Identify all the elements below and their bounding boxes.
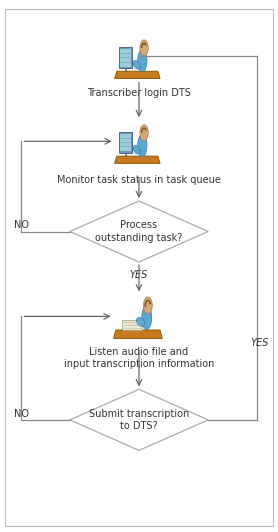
Text: Monitor task status in task queue: Monitor task status in task queue xyxy=(57,174,221,185)
Polygon shape xyxy=(115,156,160,163)
Text: YES: YES xyxy=(130,270,148,280)
FancyBboxPatch shape xyxy=(125,152,126,156)
Polygon shape xyxy=(115,71,160,79)
Polygon shape xyxy=(120,49,131,66)
Polygon shape xyxy=(120,134,131,152)
Ellipse shape xyxy=(138,49,147,72)
Polygon shape xyxy=(119,132,132,153)
Polygon shape xyxy=(70,201,208,262)
Polygon shape xyxy=(119,47,132,68)
Polygon shape xyxy=(70,389,208,451)
Text: Listen audio file and
input transcription information: Listen audio file and input transcriptio… xyxy=(64,347,214,369)
Polygon shape xyxy=(122,320,142,330)
Circle shape xyxy=(140,40,148,56)
Ellipse shape xyxy=(136,317,145,327)
Text: NO: NO xyxy=(14,409,29,419)
Circle shape xyxy=(140,124,148,141)
Ellipse shape xyxy=(133,61,140,69)
Text: Process
outstanding task?: Process outstanding task? xyxy=(95,220,183,243)
Ellipse shape xyxy=(142,306,152,329)
Text: Transcriber login DTS: Transcriber login DTS xyxy=(87,88,191,98)
Text: NO: NO xyxy=(14,220,29,230)
Circle shape xyxy=(143,297,152,314)
Ellipse shape xyxy=(138,135,147,156)
Text: YES: YES xyxy=(250,338,269,348)
FancyBboxPatch shape xyxy=(125,67,126,71)
Polygon shape xyxy=(113,330,162,338)
Ellipse shape xyxy=(133,145,140,154)
Text: Submit transcription
to DTS?: Submit transcription to DTS? xyxy=(89,409,189,431)
